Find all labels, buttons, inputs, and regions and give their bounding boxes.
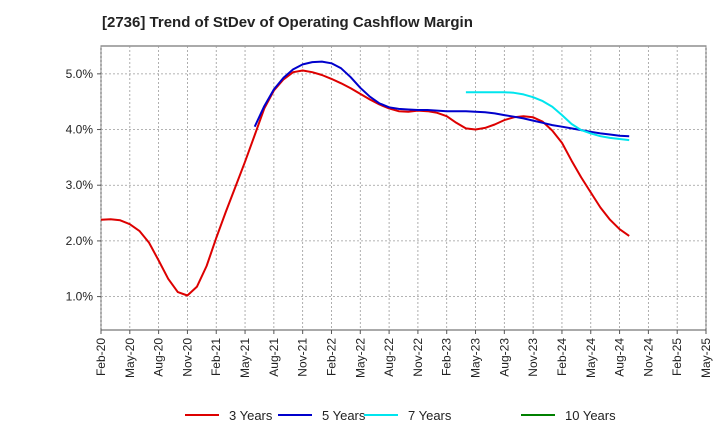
x-tick-label: Nov-23 (526, 338, 540, 377)
legend-label: 10 Years (565, 407, 616, 423)
legend-swatch (278, 414, 312, 416)
plot-area (100, 45, 707, 331)
x-tick-label: Aug-23 (497, 338, 511, 377)
legend-swatch (185, 414, 219, 416)
grid-layer (100, 46, 707, 330)
x-tick-label: Nov-22 (411, 338, 425, 377)
x-tick-label: May-23 (469, 338, 483, 378)
y-tick-label: 5.0% (66, 67, 94, 81)
x-tick-label: May-20 (123, 338, 137, 378)
y-tick-label: 3.0% (66, 178, 94, 192)
x-tick-label: Feb-23 (440, 338, 454, 376)
x-tick-label: Aug-22 (382, 338, 396, 377)
legend: 3 Years 5 Years 7 Years 10 Years (0, 404, 720, 426)
x-tick-label: May-22 (353, 338, 367, 378)
x-tick-label: Feb-24 (555, 338, 569, 376)
x-tick-label: May-21 (238, 338, 252, 378)
legend-label: 7 Years (408, 407, 452, 423)
x-tick-label: Nov-21 (296, 338, 310, 377)
y-tick-label: 1.0% (66, 290, 94, 304)
axis-layer: Feb-20 May-20 Aug-20 Nov-20 Feb-21 May-21 Aug-… (66, 67, 713, 378)
x-tick-label: Feb-20 (94, 338, 108, 376)
x-tick-label: Aug-20 (152, 338, 166, 377)
series-line-5-years (253, 60, 630, 138)
x-tick-label: Feb-21 (209, 338, 223, 376)
x-tick-label: Feb-25 (670, 338, 684, 376)
x-tick-label: May-25 (699, 338, 713, 378)
legend-swatch (521, 414, 555, 416)
x-tick-label: Aug-21 (267, 338, 281, 377)
legend-item-3-years: 3 Years (185, 404, 272, 426)
x-tick-label: Aug-24 (613, 338, 627, 377)
series-layer (100, 60, 630, 297)
series-line-7-years (465, 91, 630, 142)
legend-label: 5 Years (322, 407, 366, 423)
x-tick-label: Nov-24 (641, 338, 655, 377)
y-tick-label: 2.0% (66, 234, 94, 248)
chart-title: [2736] Trend of StDev of Operating Cashf… (102, 14, 473, 31)
x-tick-label: Feb-22 (324, 338, 338, 376)
x-tick-label: May-24 (584, 338, 598, 378)
legend-item-7-years: 7 Years (364, 404, 451, 426)
series-line-3-years (100, 69, 630, 297)
y-tick-label: 4.0% (66, 123, 94, 137)
legend-item-10-years: 10 Years (521, 404, 616, 426)
legend-item-5-years: 5 Years (278, 404, 365, 426)
legend-swatch (364, 414, 398, 416)
x-tick-label: Nov-20 (180, 338, 194, 377)
legend-label: 3 Years (229, 407, 273, 423)
